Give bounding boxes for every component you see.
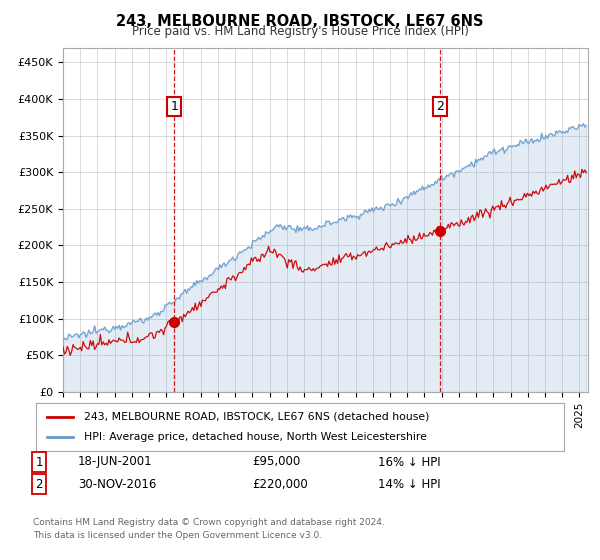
Text: This data is licensed under the Open Government Licence v3.0.: This data is licensed under the Open Gov… [33,531,322,540]
Text: £220,000: £220,000 [252,478,308,491]
Text: 16% ↓ HPI: 16% ↓ HPI [378,455,440,469]
Text: HPI: Average price, detached house, North West Leicestershire: HPI: Average price, detached house, Nort… [83,432,427,442]
Text: 18-JUN-2001: 18-JUN-2001 [78,455,152,469]
Text: Contains HM Land Registry data © Crown copyright and database right 2024.: Contains HM Land Registry data © Crown c… [33,519,385,528]
Text: 1: 1 [35,455,43,469]
Text: 1: 1 [170,100,178,113]
Text: 243, MELBOURNE ROAD, IBSTOCK, LE67 6NS (detached house): 243, MELBOURNE ROAD, IBSTOCK, LE67 6NS (… [83,412,429,422]
Text: 243, MELBOURNE ROAD, IBSTOCK, LE67 6NS: 243, MELBOURNE ROAD, IBSTOCK, LE67 6NS [116,14,484,29]
Text: 2: 2 [436,100,444,113]
Text: 2: 2 [35,478,43,491]
Text: Price paid vs. HM Land Registry's House Price Index (HPI): Price paid vs. HM Land Registry's House … [131,25,469,38]
Text: 30-NOV-2016: 30-NOV-2016 [78,478,157,491]
Text: 14% ↓ HPI: 14% ↓ HPI [378,478,440,491]
Text: £95,000: £95,000 [252,455,300,469]
